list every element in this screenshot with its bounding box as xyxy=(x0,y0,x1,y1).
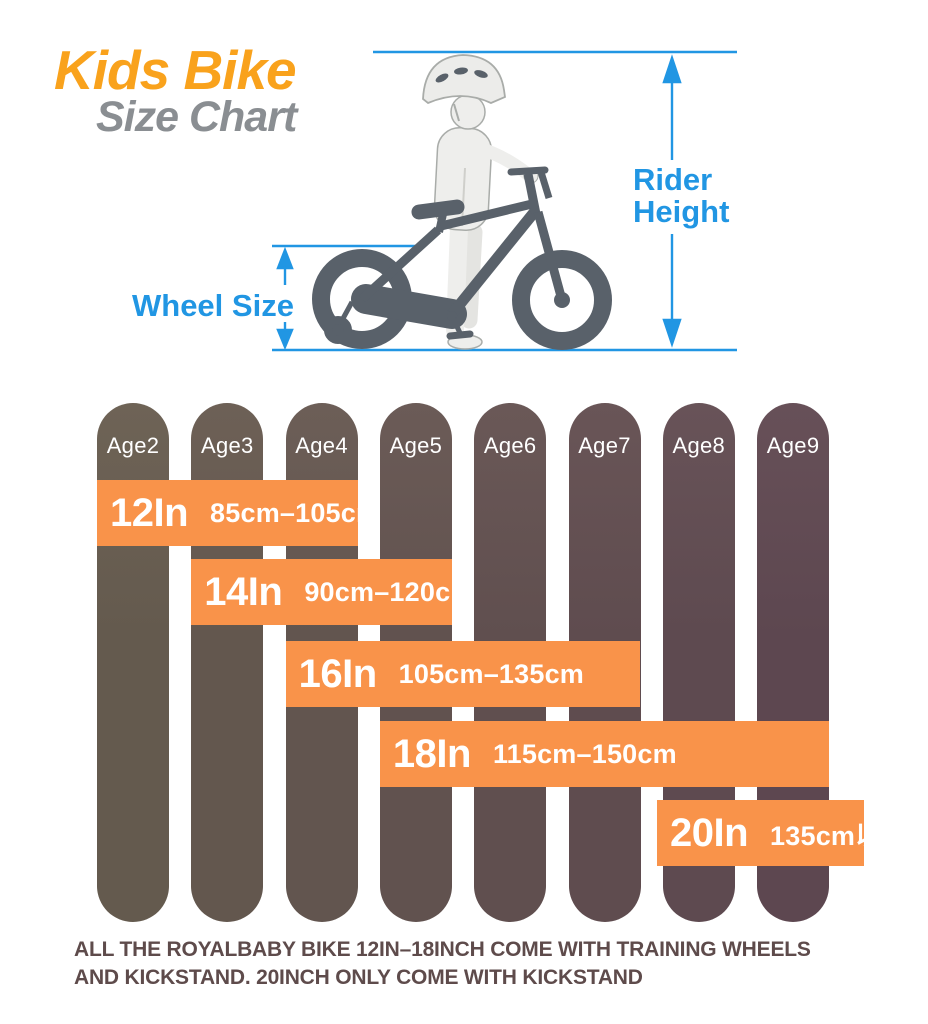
down-tube xyxy=(447,206,541,318)
page-subtitle: Size Chart xyxy=(96,93,297,141)
wheel-size-value: 20In xyxy=(670,810,749,855)
bike-measurement-diagram xyxy=(272,50,737,352)
size-band-20in: 20In 135cm以上 xyxy=(657,800,909,866)
size-band-16in: 16In 105cm–135cm xyxy=(285,641,641,707)
helmet xyxy=(422,54,506,105)
height-range-value: 105cm–135cm xyxy=(398,658,585,689)
wheel-size-value: 12In xyxy=(110,490,189,535)
helmet-vents xyxy=(435,67,488,83)
age-label: Age4 xyxy=(295,433,348,458)
age-label: Age6 xyxy=(483,433,537,458)
seat-stay xyxy=(358,226,442,303)
wheel-size-arrow xyxy=(276,246,294,351)
age-label: Age3 xyxy=(201,433,254,458)
handlebar xyxy=(507,166,549,176)
wheel-size-value: 14In xyxy=(204,569,283,614)
height-range-value: 135cm以上 xyxy=(770,820,910,851)
rider-height-arrow xyxy=(662,54,682,348)
bike-illustration xyxy=(312,166,612,350)
top-tube xyxy=(439,199,534,231)
age-label: Age7 xyxy=(578,433,631,458)
front-wheel xyxy=(512,250,612,350)
wheel-size-value: 18In xyxy=(392,731,472,776)
page-title: Kids Bike xyxy=(54,39,297,101)
saddle xyxy=(411,199,465,220)
chain-guard xyxy=(351,284,467,329)
fork xyxy=(533,210,567,302)
dimension-lines xyxy=(272,50,737,352)
wheel-size-label: Wheel Size xyxy=(132,288,294,323)
chin-strap xyxy=(453,103,460,122)
rider-height-label: Rider Height xyxy=(633,162,730,229)
pedal xyxy=(446,330,474,340)
training-wheel xyxy=(324,316,352,344)
height-range-value: 85cm–105cm xyxy=(210,497,381,528)
wheel-size-value: 16In xyxy=(298,651,378,696)
age-label: Age9 xyxy=(766,433,820,458)
size-band-14in: 14In 90cm–120cm xyxy=(191,559,474,625)
footer-note: ALL THE ROYALBABY BIKE 12IN–18INCH COME … xyxy=(74,938,811,990)
age-label: Age2 xyxy=(106,433,160,458)
size-band-12in: 12In 85cm–105cm xyxy=(97,480,380,546)
height-range-value: 90cm–120cm xyxy=(304,576,475,607)
size-band-18in: 18In 115cm–150cm xyxy=(379,721,830,787)
age-label: Age8 xyxy=(672,433,726,458)
age-label: Age5 xyxy=(389,433,443,458)
height-range-value: 115cm–150cm xyxy=(492,738,677,769)
stem xyxy=(523,173,541,215)
